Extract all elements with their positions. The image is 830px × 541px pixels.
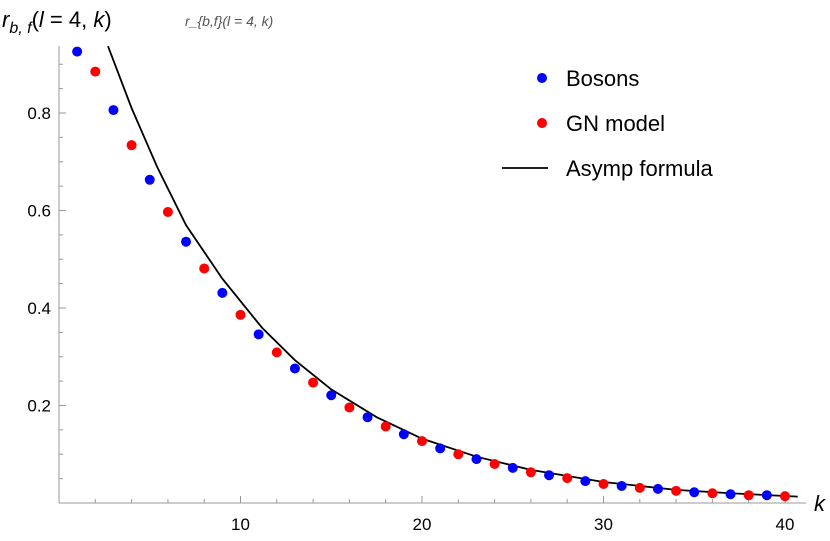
- y-axis-label: rb, f(l = 4, k): [2, 7, 112, 37]
- y-label-close: ): [104, 7, 111, 32]
- gn-model-point: [271, 347, 282, 358]
- asymp-formula-line: [107, 45, 798, 498]
- gn-model-point: [525, 467, 536, 478]
- y-label-k: k: [93, 7, 105, 32]
- bosons-point: [144, 174, 155, 185]
- gn-model-point: [90, 66, 101, 77]
- y-label-open: (: [32, 7, 40, 32]
- gn-model-point: [707, 488, 718, 499]
- legend-label-asymp: Asymp formula: [566, 156, 713, 181]
- x-tick-label: 20: [413, 515, 432, 534]
- gn-model-point: [634, 482, 645, 493]
- gn-model-point: [235, 309, 246, 320]
- gn-model-point: [671, 485, 682, 496]
- bosons-point: [652, 483, 663, 494]
- bosons-point: [289, 363, 300, 374]
- y-label-rest: = 4,: [44, 7, 94, 32]
- marks: [72, 45, 798, 502]
- gn-model-point: [598, 478, 609, 489]
- y-label-l: l: [39, 7, 45, 32]
- x-tick-label: 30: [594, 515, 613, 534]
- bosons-point: [435, 443, 446, 454]
- gn-model-point: [743, 490, 754, 501]
- legend-marker-bosons: [537, 73, 547, 83]
- legend-label-bosons: Bosons: [566, 66, 639, 91]
- gn-model-point: [489, 459, 500, 469]
- y-tick-label: 0.4: [27, 299, 51, 318]
- axes: 10 20 30 40 0.2 0.4 0.6 0.8: [27, 46, 806, 534]
- bosons-point: [398, 429, 409, 440]
- bosons-point: [181, 236, 192, 247]
- y-axis-label-raw: r_{b,f}(l = 4, k): [185, 13, 273, 29]
- bosons-point: [72, 46, 83, 57]
- gn-model-point: [380, 421, 391, 432]
- bosons-point: [471, 454, 482, 465]
- legend: Bosons GN model Asymp formula: [502, 66, 713, 181]
- y-label-base: r: [2, 7, 11, 32]
- legend-label-gn: GN model: [566, 111, 665, 136]
- y-label-sub: b, f: [9, 20, 33, 37]
- bosons-point: [725, 489, 736, 500]
- bosons-point: [580, 476, 591, 487]
- bosons-point: [544, 470, 555, 481]
- y-tick-label: 0.8: [27, 104, 51, 123]
- gn-model-point: [780, 491, 790, 502]
- gn-model-point: [453, 449, 464, 460]
- bosons-point: [616, 480, 627, 491]
- gn-model-point: [162, 206, 173, 217]
- gn-model-point: [417, 436, 427, 447]
- gn-model-point: [562, 473, 573, 484]
- bosons-point: [217, 287, 228, 298]
- bosons-point: [253, 329, 264, 340]
- gn-model-point: [344, 402, 355, 413]
- y-tick-label: 0.2: [27, 397, 51, 416]
- legend-marker-gn: [537, 118, 547, 128]
- x-tick-label: 40: [776, 515, 795, 534]
- x-axis-label: k: [814, 491, 826, 516]
- bosons-point: [362, 412, 373, 423]
- bosons-point: [326, 390, 337, 401]
- x-tick-label: 10: [231, 515, 250, 534]
- bosons-point: [689, 487, 700, 498]
- y-tick-label: 0.6: [27, 202, 51, 221]
- gn-model-point: [199, 263, 210, 274]
- bosons-point: [507, 462, 518, 473]
- gn-model-point: [308, 377, 319, 388]
- gn-model-point: [126, 140, 137, 151]
- bosons-point: [761, 490, 772, 501]
- bosons-point: [108, 105, 119, 116]
